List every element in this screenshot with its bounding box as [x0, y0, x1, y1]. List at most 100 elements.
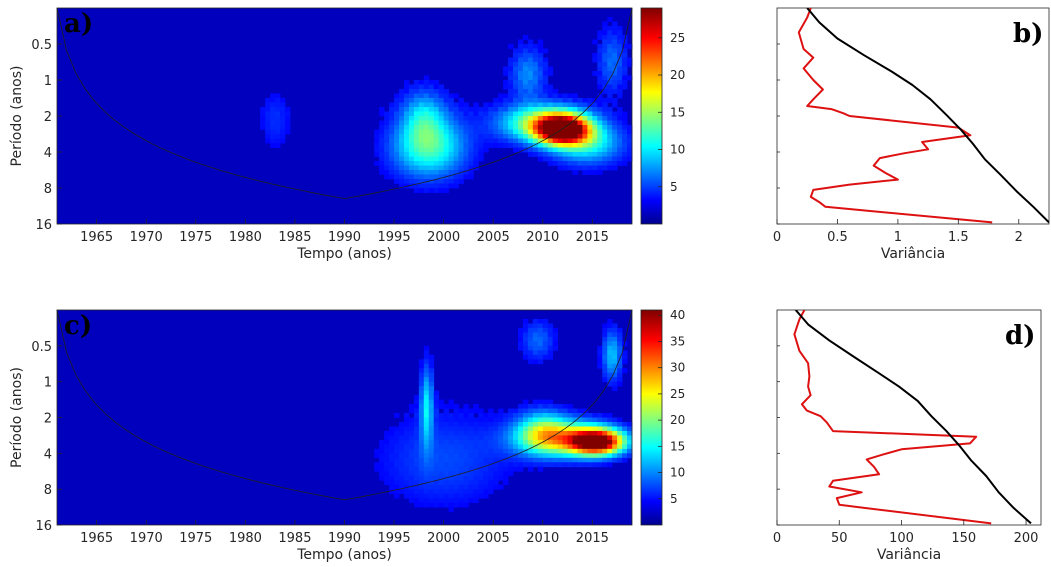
heatmap-cell — [552, 116, 559, 121]
heatmap-cell — [547, 404, 554, 409]
y-tick-label: 2 — [44, 110, 52, 125]
heatmap-cell — [602, 462, 608, 468]
heatmap-cell — [542, 111, 549, 117]
heatmap-cell — [463, 484, 469, 490]
heatmap-cell — [463, 165, 469, 171]
heatmap-cell — [527, 89, 534, 94]
heatmap-cell — [468, 498, 474, 504]
heatmap-cell — [513, 462, 519, 468]
heatmap-cell — [602, 129, 608, 135]
heatmap-cell — [513, 439, 519, 445]
heatmap-cell — [547, 152, 554, 157]
heatmap-cell — [612, 448, 618, 454]
heatmap-cell — [285, 120, 291, 126]
heatmap-cell — [428, 408, 435, 414]
heatmap-cell — [552, 444, 559, 450]
heatmap-cell — [448, 138, 454, 144]
heatmap-cell — [394, 93, 400, 99]
heatmap-cell — [532, 84, 539, 90]
heatmap-cell — [607, 26, 613, 31]
heatmap-cell — [547, 89, 554, 94]
heatmap-cell — [557, 147, 564, 153]
heatmap-cell — [468, 417, 474, 423]
heatmap-cell — [448, 125, 454, 130]
heatmap-cell — [453, 111, 459, 117]
heatmap-cell — [280, 98, 286, 103]
heatmap-cell — [532, 341, 539, 347]
heatmap-cell — [617, 30, 623, 36]
heatmap-cell — [488, 462, 494, 468]
heatmap-cell — [562, 430, 568, 436]
heatmap-cell — [428, 111, 435, 117]
heatmap-cell — [423, 372, 430, 378]
heatmap-cell — [473, 404, 479, 409]
heatmap-cell — [592, 138, 598, 144]
heatmap-cell — [627, 421, 633, 427]
heatmap-cell — [602, 421, 608, 427]
heatmap-cell — [557, 408, 564, 414]
heatmap-cell — [552, 413, 559, 418]
x-axis-label: Tempo (anos) — [296, 547, 392, 563]
heatmap-cell — [389, 138, 395, 144]
heatmap-cell — [587, 165, 593, 171]
heatmap-cell — [617, 417, 623, 423]
heatmap-cell — [473, 426, 479, 432]
heatmap-cell — [438, 111, 445, 117]
heatmap-cell — [617, 84, 623, 90]
heatmap-cell — [552, 134, 559, 139]
heatmap-cell — [433, 480, 440, 486]
heatmap-cell — [562, 457, 568, 463]
heatmap-cell — [468, 480, 474, 486]
heatmap-cell — [498, 125, 504, 130]
heatmap-cell — [413, 93, 420, 99]
heatmap-cell — [552, 161, 559, 166]
heatmap-cell — [379, 125, 385, 130]
heatmap-cell — [453, 421, 459, 427]
heatmap-cell — [473, 489, 479, 495]
heatmap-cell — [627, 134, 633, 139]
heatmap-cell — [572, 143, 578, 148]
heatmap-cell — [423, 381, 430, 387]
heatmap-cell — [374, 453, 380, 459]
heatmap-cell — [612, 439, 618, 445]
heatmap-cell — [562, 408, 568, 414]
heatmap-cell — [617, 71, 623, 76]
x-tick-label: 1995 — [378, 531, 411, 546]
heatmap-cell — [592, 152, 598, 157]
heatmap-cell — [503, 457, 509, 463]
heatmap-cell — [597, 345, 603, 351]
heatmap-cell — [617, 138, 623, 144]
heatmap-cell — [532, 448, 539, 454]
heatmap-cell — [522, 444, 529, 450]
heatmap-cell — [562, 417, 568, 423]
heatmap-cell — [408, 471, 415, 477]
heatmap-cell — [408, 125, 415, 130]
heatmap-cell — [413, 493, 420, 499]
heatmap-cell — [389, 439, 395, 445]
heatmap-cell — [607, 413, 613, 418]
heatmap-cell — [562, 161, 568, 166]
heatmap-cell — [513, 408, 519, 414]
heatmap-cell — [458, 417, 464, 423]
heatmap-cell — [399, 421, 405, 427]
heatmap-cell — [458, 462, 464, 468]
heatmap-cell — [627, 138, 633, 144]
heatmap-cell — [617, 107, 623, 112]
heatmap-cell — [612, 372, 618, 378]
heatmap-cell — [562, 448, 568, 454]
heatmap-cell — [612, 111, 618, 117]
heatmap-cell — [423, 129, 430, 135]
heatmap-cell — [438, 480, 445, 486]
heatmap-cell — [408, 179, 415, 184]
heatmap-cell — [587, 430, 593, 436]
heatmap-cell — [270, 120, 276, 126]
heatmap-cell — [438, 484, 445, 490]
heatmap-cell — [394, 116, 400, 121]
heatmap-cell — [473, 493, 479, 499]
heatmap-cell — [433, 426, 440, 432]
heatmap-cell — [503, 143, 509, 148]
heatmap-cell — [463, 107, 469, 112]
heatmap-cell — [463, 489, 469, 495]
heatmap-cell — [562, 120, 568, 126]
heatmap-cell — [418, 435, 425, 441]
